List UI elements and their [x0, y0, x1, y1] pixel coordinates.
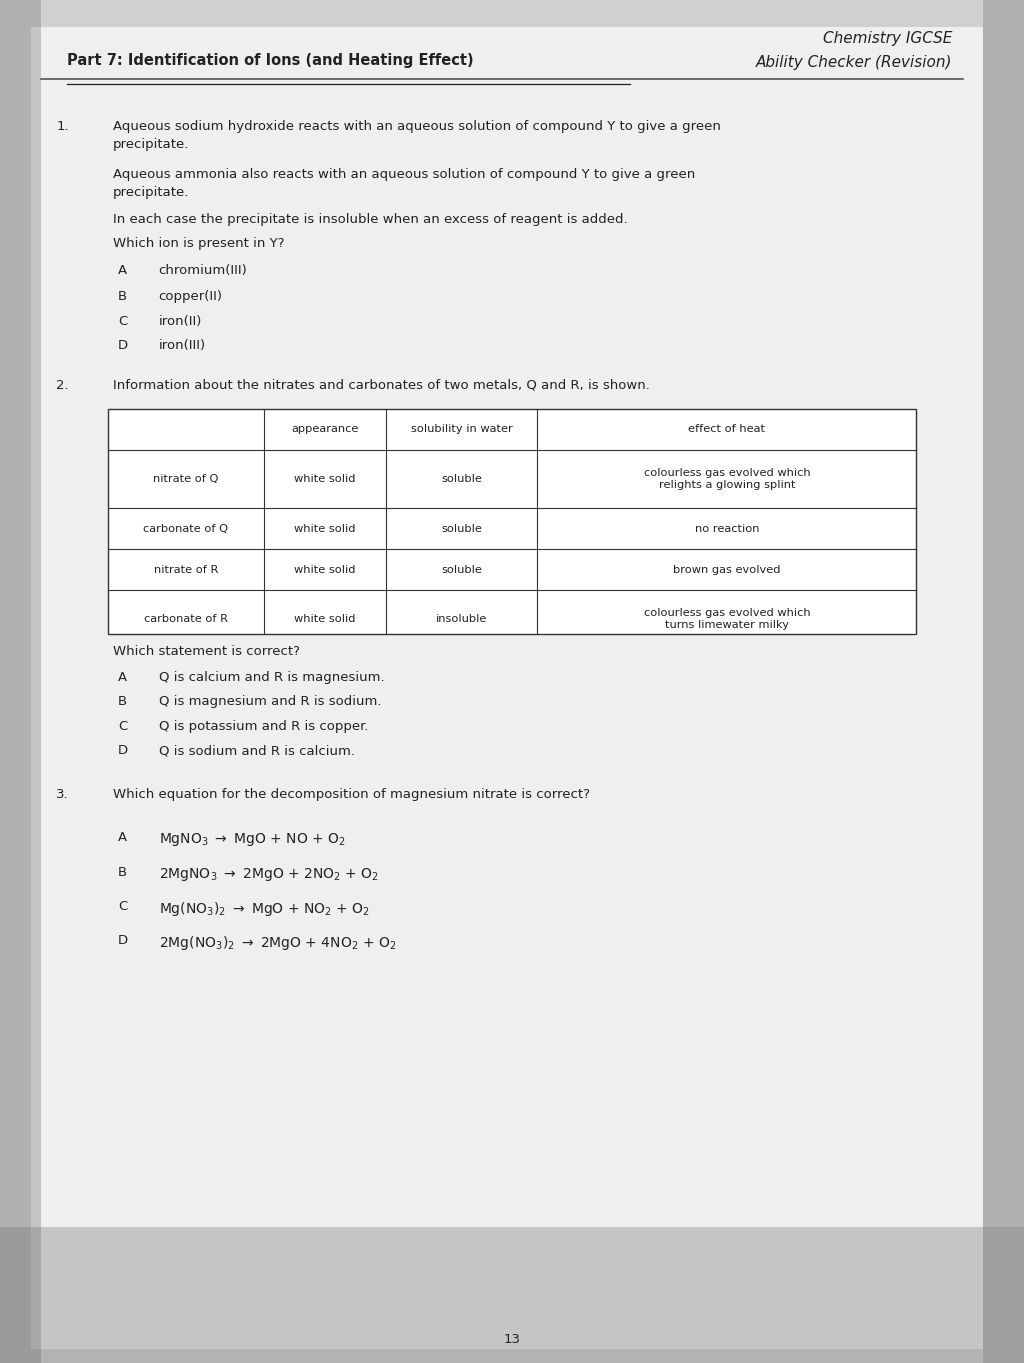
- Text: iron(III): iron(III): [159, 339, 206, 353]
- Text: Which equation for the decomposition of magnesium nitrate is correct?: Which equation for the decomposition of …: [113, 788, 590, 801]
- Text: A: A: [118, 671, 127, 684]
- FancyBboxPatch shape: [31, 27, 983, 1349]
- Text: B: B: [118, 866, 127, 879]
- Text: 2.: 2.: [56, 379, 69, 393]
- Text: 1.: 1.: [56, 120, 69, 134]
- Text: no reaction: no reaction: [694, 523, 759, 534]
- Text: carbonate of R: carbonate of R: [144, 613, 228, 624]
- Text: white solid: white solid: [294, 523, 355, 534]
- Polygon shape: [0, 0, 41, 1363]
- Text: nitrate of R: nitrate of R: [154, 564, 218, 575]
- Text: insoluble: insoluble: [436, 613, 487, 624]
- Text: Mg(NO$_3$)$_2$ $\rightarrow$ MgO + NO$_2$ + O$_2$: Mg(NO$_3$)$_2$ $\rightarrow$ MgO + NO$_2…: [159, 900, 370, 917]
- Text: A: A: [118, 264, 127, 278]
- Text: 2MgNO$_3$ $\rightarrow$ 2MgO + 2NO$_2$ + O$_2$: 2MgNO$_3$ $\rightarrow$ 2MgO + 2NO$_2$ +…: [159, 866, 379, 882]
- Text: Q is sodium and R is calcium.: Q is sodium and R is calcium.: [159, 744, 354, 758]
- Text: Q is potassium and R is copper.: Q is potassium and R is copper.: [159, 720, 369, 733]
- Text: Q is calcium and R is magnesium.: Q is calcium and R is magnesium.: [159, 671, 384, 684]
- Text: soluble: soluble: [441, 564, 482, 575]
- Text: B: B: [118, 695, 127, 709]
- Text: 2Mg(NO$_3$)$_2$ $\rightarrow$ 2MgO + 4NO$_2$ + O$_2$: 2Mg(NO$_3$)$_2$ $\rightarrow$ 2MgO + 4NO…: [159, 934, 396, 951]
- Bar: [108, 409, 916, 634]
- Text: B: B: [118, 290, 127, 304]
- Text: white solid: white solid: [294, 474, 355, 484]
- Text: In each case the precipitate is insoluble when an excess of reagent is added.: In each case the precipitate is insolubl…: [113, 213, 628, 226]
- Text: Chemistry IGCSE: Chemistry IGCSE: [823, 31, 952, 46]
- Text: Which statement is correct?: Which statement is correct?: [113, 645, 300, 658]
- Text: Part 7: Identification of Ions (and Heating Effect): Part 7: Identification of Ions (and Heat…: [67, 53, 473, 68]
- Text: soluble: soluble: [441, 523, 482, 534]
- Text: D: D: [118, 934, 128, 947]
- Text: A: A: [118, 831, 127, 845]
- Text: brown gas evolved: brown gas evolved: [673, 564, 780, 575]
- Text: copper(II): copper(II): [159, 290, 223, 304]
- Text: appearance: appearance: [291, 424, 358, 435]
- Polygon shape: [0, 1227, 1024, 1363]
- Text: Aqueous sodium hydroxide reacts with an aqueous solution of compound Y to give a: Aqueous sodium hydroxide reacts with an …: [113, 120, 721, 151]
- Polygon shape: [983, 0, 1024, 1363]
- Text: white solid: white solid: [294, 564, 355, 575]
- Text: Which ion is present in Y?: Which ion is present in Y?: [113, 237, 284, 251]
- Text: colourless gas evolved which
turns limewater milky: colourless gas evolved which turns limew…: [643, 608, 810, 630]
- Text: 3.: 3.: [56, 788, 69, 801]
- Text: chromium(III): chromium(III): [159, 264, 248, 278]
- Text: soluble: soluble: [441, 474, 482, 484]
- Text: Information about the nitrates and carbonates of two metals, Q and R, is shown.: Information about the nitrates and carbo…: [113, 379, 649, 393]
- Text: effect of heat: effect of heat: [688, 424, 765, 435]
- Text: MgNO$_3$ $\rightarrow$ MgO + NO + O$_2$: MgNO$_3$ $\rightarrow$ MgO + NO + O$_2$: [159, 831, 345, 848]
- Text: carbonate of Q: carbonate of Q: [143, 523, 228, 534]
- Text: 13: 13: [504, 1333, 520, 1347]
- Text: iron(II): iron(II): [159, 315, 202, 328]
- Text: solubility in water: solubility in water: [411, 424, 512, 435]
- Text: C: C: [118, 315, 127, 328]
- Text: white solid: white solid: [294, 613, 355, 624]
- Text: Aqueous ammonia also reacts with an aqueous solution of compound Y to give a gre: Aqueous ammonia also reacts with an aque…: [113, 168, 695, 199]
- Text: colourless gas evolved which
relights a glowing splint: colourless gas evolved which relights a …: [643, 468, 810, 491]
- Text: C: C: [118, 900, 127, 913]
- Text: D: D: [118, 339, 128, 353]
- Text: D: D: [118, 744, 128, 758]
- Text: C: C: [118, 720, 127, 733]
- Text: Q is magnesium and R is sodium.: Q is magnesium and R is sodium.: [159, 695, 381, 709]
- Text: Ability Checker (Revision): Ability Checker (Revision): [756, 55, 952, 70]
- Text: nitrate of Q: nitrate of Q: [154, 474, 218, 484]
